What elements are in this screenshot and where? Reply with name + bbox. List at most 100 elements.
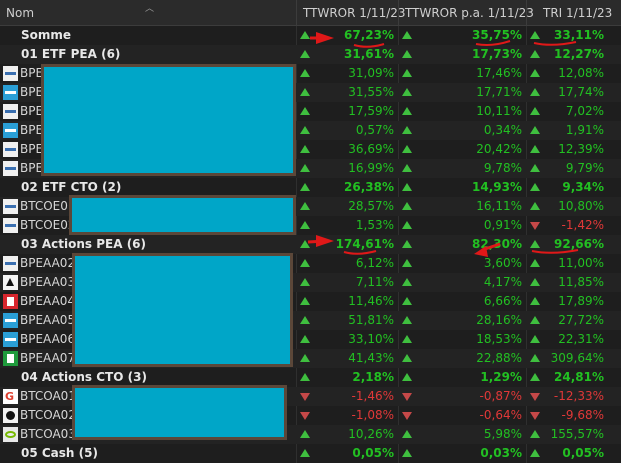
redaction-block — [69, 195, 296, 235]
row-value-3: 33,11% — [554, 28, 604, 42]
row-value-1: 174,61% — [335, 237, 394, 251]
trend-down-icon — [402, 393, 412, 401]
trend-up-icon — [300, 183, 310, 191]
table-group-row[interactable]: 02 ETF CTO (2) 26,38% 14,93% 9,34% — [0, 178, 621, 197]
trend-up-icon — [402, 316, 412, 324]
row-value-1: 0,05% — [352, 446, 394, 460]
column-header-tri[interactable]: TRI 1/11/23 — [543, 6, 613, 20]
sort-chevron-up-icon[interactable]: ︿ — [145, 4, 155, 14]
table-row[interactable]: BPEAE0536,69%20,42%12,39% — [0, 140, 621, 159]
row-name: 01 ETF PEA (6) — [21, 47, 121, 61]
table-group-row[interactable]: 04 Actions CTO (3) 2,18% 1,29% 24,81% — [0, 368, 621, 387]
row-value-2: 17,71% — [476, 85, 522, 99]
row-name: BPEAA04 — [20, 294, 76, 308]
table-group-row[interactable]: 03 Actions PEA (6)174,61%82,30%92,66% — [0, 235, 621, 254]
row-value-2: 9,78% — [483, 161, 522, 175]
trend-up-icon — [530, 88, 540, 96]
column-divider[interactable] — [526, 0, 527, 25]
annotation-underline — [353, 43, 385, 48]
column-divider[interactable] — [296, 0, 297, 25]
table-row[interactable]: BPEAA06 33,10% 18,53% 22,31% — [0, 330, 621, 349]
annotation-underline — [531, 249, 579, 254]
row-value-1: 33,10% — [348, 332, 394, 346]
row-value-3: -12,33% — [553, 389, 604, 403]
trend-up-icon — [300, 335, 310, 343]
trend-up-icon — [530, 31, 540, 39]
trend-up-icon — [300, 316, 310, 324]
trend-up-icon — [300, 50, 310, 58]
trend-down-icon — [530, 222, 540, 230]
column-header-ttwror-pa[interactable]: TTWROR p.a. 1/11/23 — [405, 6, 534, 20]
table-row[interactable]: BTCOE02 1,53% 0,91% -1,42% — [0, 216, 621, 235]
trend-up-icon — [402, 126, 412, 134]
trend-up-icon — [402, 259, 412, 267]
trend-up-icon — [402, 69, 412, 77]
apple-logo-icon — [3, 408, 18, 423]
row-value-2: 20,42% — [476, 142, 522, 156]
row-value-3: 12,39% — [558, 142, 604, 156]
trend-up-icon — [530, 373, 540, 381]
google-logo-icon: G — [3, 389, 18, 404]
row-value-3: 1,91% — [565, 123, 604, 137]
table-row[interactable]: BPEAA04 11,46% 6,66% 17,89% — [0, 292, 621, 311]
row-value-1: 31,55% — [348, 85, 394, 99]
row-value-2: 0,34% — [483, 123, 522, 137]
trend-up-icon — [530, 259, 540, 267]
row-value-1: 1,53% — [355, 218, 394, 232]
trend-up-icon — [300, 88, 310, 96]
row-value-3: 92,66% — [554, 237, 604, 251]
trend-down-icon — [530, 393, 540, 401]
row-value-2: 22,88% — [476, 351, 522, 365]
trend-up-icon — [402, 183, 412, 191]
row-value-3: 11,00% — [558, 256, 604, 270]
row-value-1: 41,43% — [348, 351, 394, 365]
blue-logo-icon — [3, 332, 18, 347]
trend-up-icon — [530, 183, 540, 191]
table-row[interactable]: BPEAA02 6,12% 3,60% 11,00% — [0, 254, 621, 273]
trend-down-icon — [300, 412, 310, 420]
white-logo-icon — [3, 218, 18, 233]
table-group-row[interactable]: Somme 67,23% 35,75% 33,11% — [0, 26, 621, 45]
column-header-ttwror[interactable]: TTWROR 1/11/23 — [303, 6, 406, 20]
row-value-1: 6,12% — [355, 256, 394, 270]
row-value-3: 12,08% — [558, 66, 604, 80]
row-name: BTCOA01 — [20, 389, 76, 403]
trend-down-icon — [300, 393, 310, 401]
row-value-1: 51,81% — [348, 313, 394, 327]
row-value-2: -0,87% — [479, 389, 522, 403]
trend-up-icon — [300, 354, 310, 362]
trend-up-icon — [300, 278, 310, 286]
trend-up-icon — [530, 240, 540, 248]
row-value-3: 7,02% — [565, 104, 604, 118]
row-value-1: 36,69% — [348, 142, 394, 156]
redaction-block — [72, 253, 293, 367]
trend-up-icon — [300, 430, 310, 438]
trend-up-icon — [402, 373, 412, 381]
row-name: BPEAA05 — [20, 313, 76, 327]
trend-up-icon — [530, 335, 540, 343]
row-value-2: 1,29% — [480, 370, 522, 384]
row-value-3: 17,74% — [558, 85, 604, 99]
table-group-row[interactable]: 05 Cash (5) 0,05% 0,03% 0,05% — [0, 444, 621, 463]
trend-up-icon — [402, 354, 412, 362]
row-value-2: 0,03% — [480, 446, 522, 460]
row-value-2: 14,93% — [472, 180, 522, 194]
column-header-name[interactable]: Nom — [6, 6, 35, 20]
row-value-3: 12,27% — [554, 47, 604, 61]
table-group-row[interactable]: 01 ETF PEA (6) 31,61% 17,73% 12,27% — [0, 45, 621, 64]
white-logo-icon — [3, 66, 18, 81]
column-divider[interactable] — [398, 0, 399, 25]
row-value-1: 0,57% — [355, 123, 394, 137]
trend-up-icon — [530, 449, 540, 457]
white-logo-icon — [3, 161, 18, 176]
trend-up-icon — [300, 126, 310, 134]
trend-up-icon — [530, 145, 540, 153]
row-value-2: 28,16% — [476, 313, 522, 327]
white-logo-icon — [3, 142, 18, 157]
trend-up-icon — [402, 335, 412, 343]
row-value-2: 3,60% — [483, 256, 522, 270]
trend-up-icon — [402, 430, 412, 438]
row-value-2: 35,75% — [472, 28, 522, 42]
table-row[interactable]: BTCOA02 -1,08% -0,64% -9,68% — [0, 406, 621, 425]
trend-up-icon — [402, 50, 412, 58]
